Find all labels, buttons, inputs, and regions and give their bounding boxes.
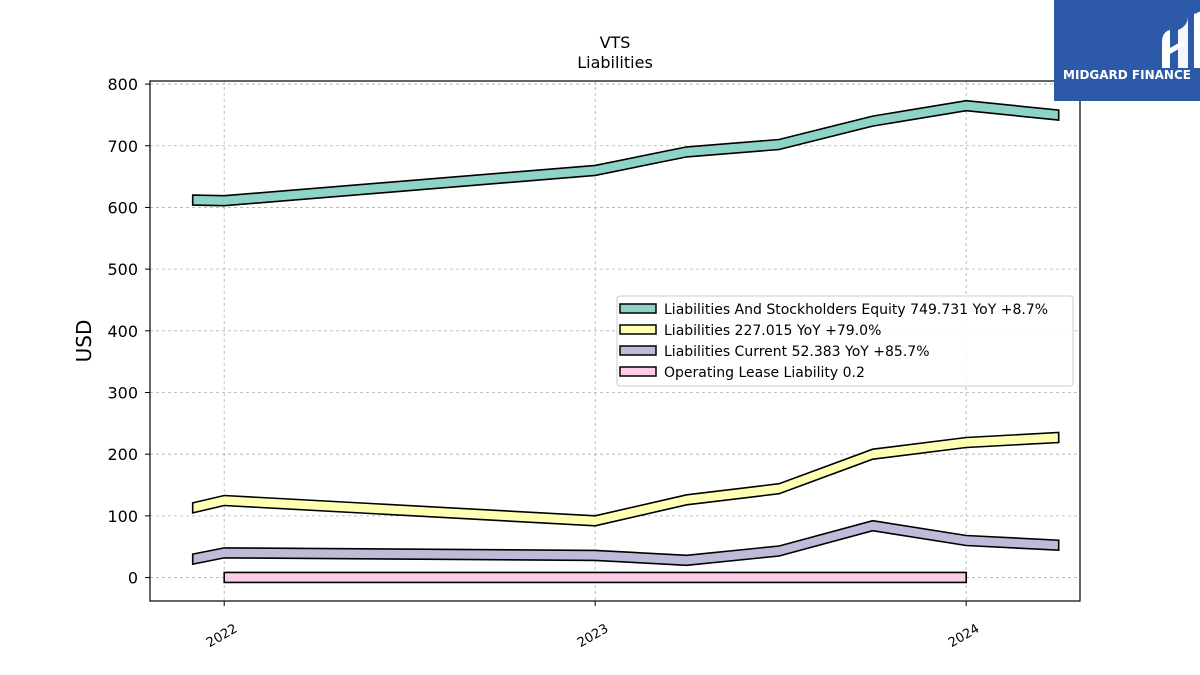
y-tick-label-2: 200	[107, 445, 138, 464]
x-ticks: 2022 2023 2024	[204, 601, 982, 651]
brand-logo-mark	[1162, 11, 1200, 68]
series-band-0	[191, 99, 1060, 207]
legend-label-3: Operating Lease Liability 0.2	[664, 365, 865, 381]
series-band-1	[191, 431, 1060, 527]
legend-swatch-0	[619, 303, 657, 314]
y-tick-label-1: 100	[107, 507, 138, 526]
legend-swatch-1	[619, 324, 657, 335]
legend-label-0: Liabilities And Stockholders Equity 749.…	[664, 302, 1048, 318]
x-tick-label-1: 2023	[575, 621, 611, 651]
plot-frame	[149, 80, 1081, 602]
chart-subtitle: Liabilities	[577, 53, 653, 72]
y-tick-label-4: 400	[107, 322, 138, 341]
legend-label-1: Liabilities 227.015 YoY +79.0%	[664, 323, 881, 339]
y-tick-label-6: 600	[107, 198, 138, 217]
brand-name: MIDGARD FINANCE	[1063, 68, 1191, 82]
y-ticks: 0 100 200 300 400 500 600 700 800	[107, 75, 150, 588]
x-tick-label-0: 2022	[204, 621, 240, 651]
y-axis-label: USD	[72, 320, 96, 363]
y-tick-label-7: 700	[107, 137, 138, 156]
chart-title: VTS	[600, 33, 631, 52]
series-band-2	[191, 519, 1060, 567]
legend-swatch-2	[619, 345, 657, 356]
series-layer	[191, 99, 1060, 584]
legend: Liabilities And Stockholders Equity 749.…	[616, 295, 1074, 387]
x-tick-label-2: 2024	[946, 621, 982, 651]
y-tick-label-5: 500	[107, 260, 138, 279]
series-band-3	[223, 571, 968, 584]
y-tick-label-3: 300	[107, 384, 138, 403]
y-tick-label-0: 0	[128, 569, 138, 588]
legend-swatch-3	[619, 366, 657, 377]
brand-logo: MIDGARD FINANCE	[1054, 0, 1200, 101]
y-tick-label-8: 800	[107, 75, 138, 94]
legend-label-2: Liabilities Current 52.383 YoY +85.7%	[664, 344, 930, 360]
legend-box	[616, 295, 1074, 387]
